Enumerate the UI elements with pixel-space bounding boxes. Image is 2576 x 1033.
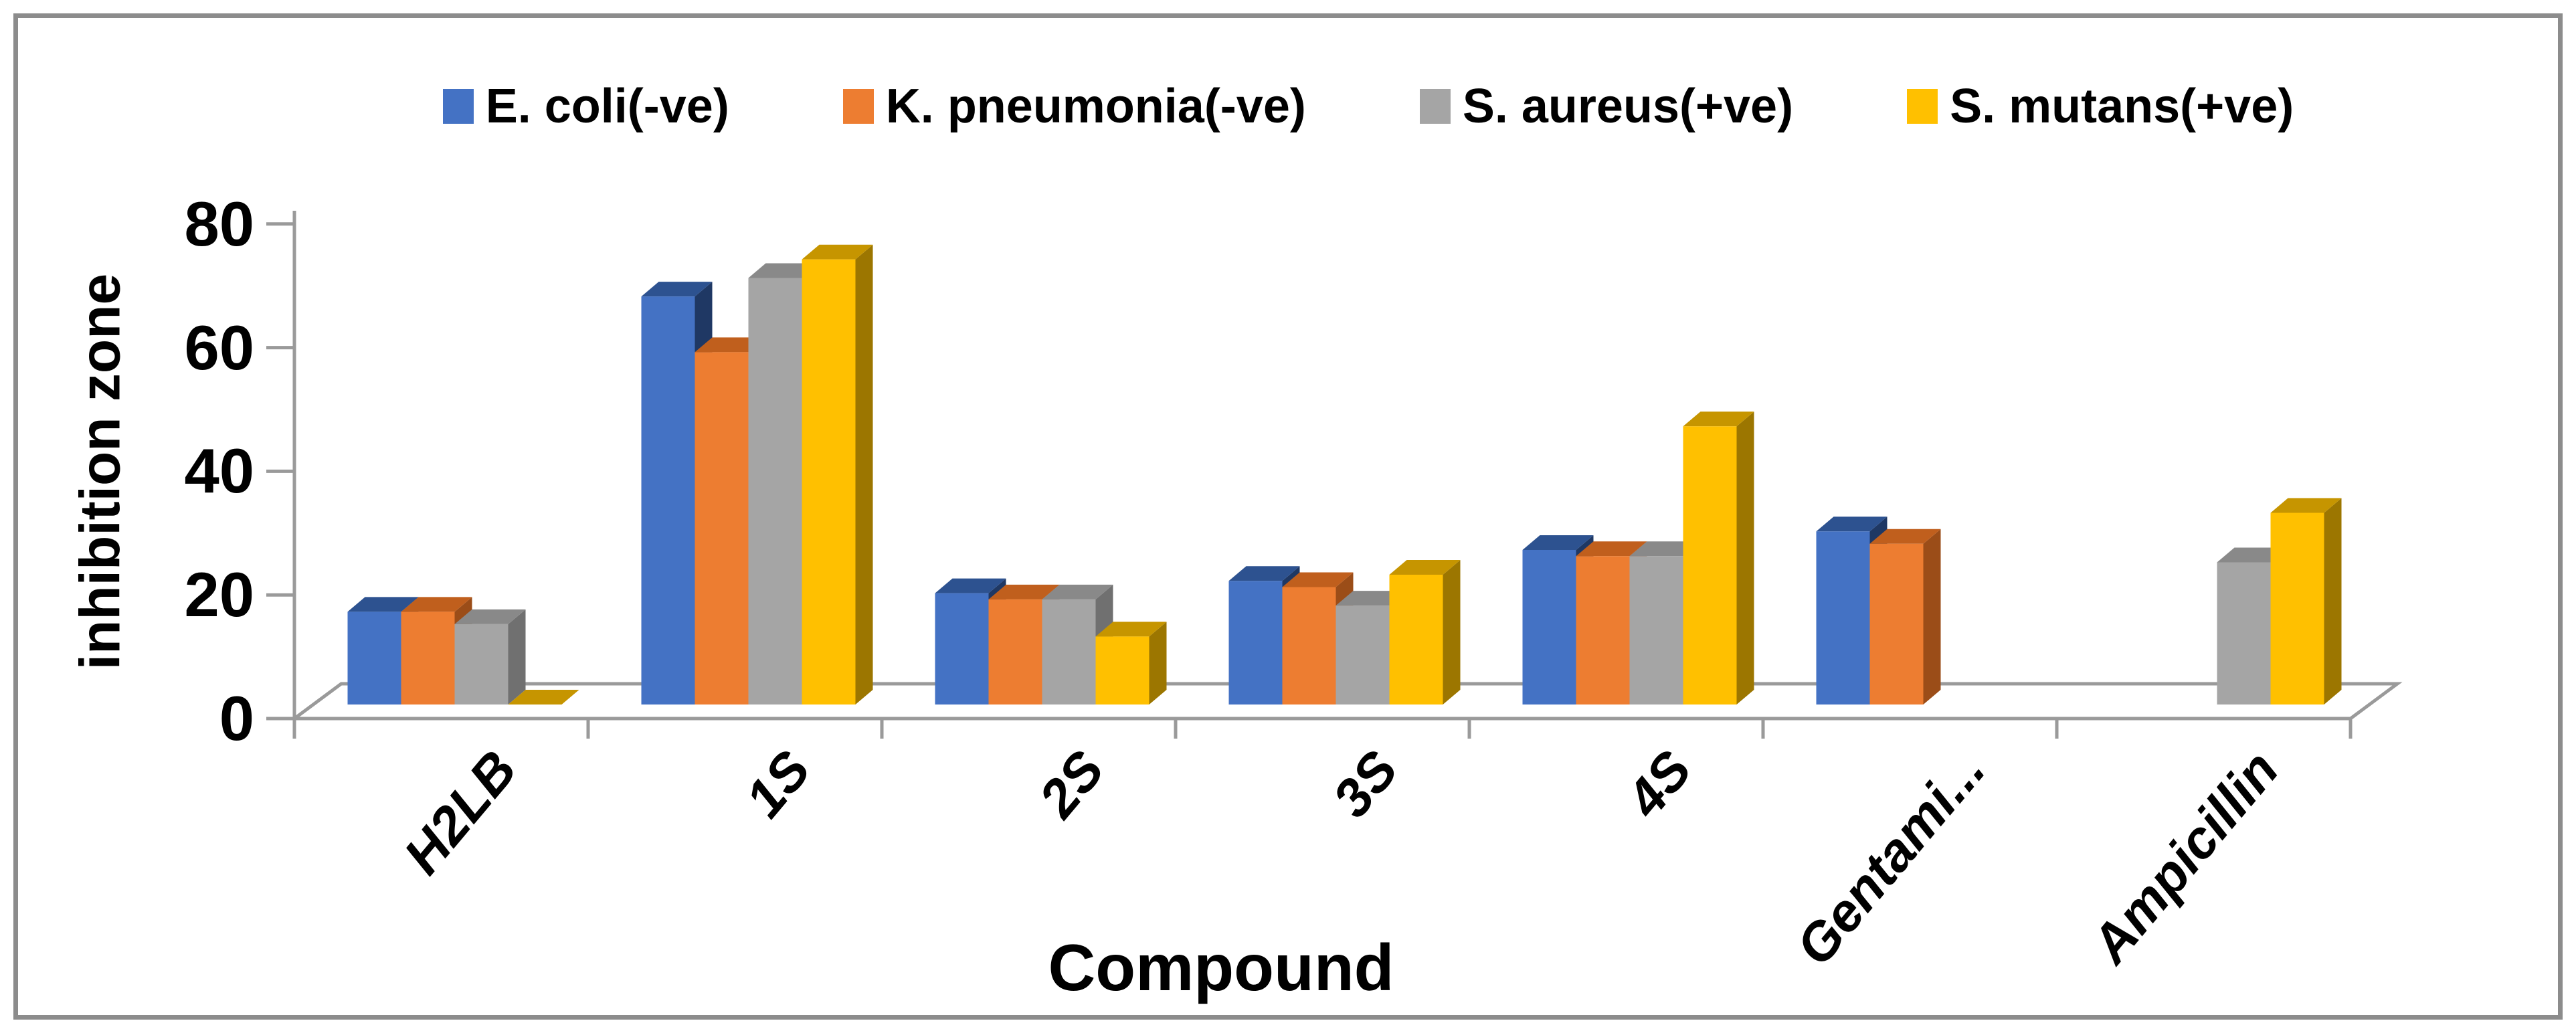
bar-front-face <box>802 259 856 705</box>
bar-top-face <box>347 597 419 612</box>
legend-label: K. pneumonia(-ve) <box>885 80 1306 133</box>
bar-Gentami...-series1 <box>1869 529 1941 705</box>
legend-label: S. mutans(+ve) <box>1950 80 2294 133</box>
legend-item-0: E. coli(-ve) <box>442 79 729 134</box>
bar-side-face <box>1149 622 1167 705</box>
figure-border <box>13 13 2563 1020</box>
bar-front-face <box>1816 531 1870 705</box>
bar-side-face <box>1443 559 1461 705</box>
bar-top-face <box>1228 566 1300 581</box>
bar-top-face <box>695 337 766 353</box>
bar-side-face <box>1736 411 1754 705</box>
y-tick-label: 60 <box>184 312 254 383</box>
y-tick-label: 40 <box>184 436 254 506</box>
bar-Ampicillin-series3 <box>2270 498 2342 705</box>
x-axis-title: Compound <box>1048 931 1394 1004</box>
bar-front-face <box>1576 556 1630 705</box>
bar-side-face <box>1923 529 1941 705</box>
bar-front-face <box>988 599 1042 705</box>
bar-front-face <box>1629 556 1683 705</box>
bar-side-face <box>508 609 526 705</box>
legend-swatch <box>1419 89 1451 124</box>
bar-top-face <box>1816 516 1888 532</box>
legend: E. coli(-ve) K. pneumonia(-ve) S. aureus(+… <box>0 79 2576 134</box>
bar-side-face <box>2324 498 2342 705</box>
bar-top-face <box>641 282 713 297</box>
bar-top-face <box>1095 622 1167 637</box>
bar-top-face <box>802 244 873 260</box>
bar-zero-pad <box>508 690 579 705</box>
bar-front-face <box>401 612 455 705</box>
bar-top-face <box>454 609 526 624</box>
bar-front-face <box>1095 636 1149 705</box>
bar-front-face <box>454 624 509 705</box>
legend-label: E. coli(-ve) <box>485 80 729 133</box>
bar-1S-series3 <box>802 244 873 705</box>
legend-swatch <box>842 89 874 124</box>
bar-front-face <box>1869 543 1924 705</box>
bar-front-face <box>1282 587 1336 705</box>
legend-item-1: K. pneumonia(-ve) <box>842 79 1306 134</box>
y-tick-label: 20 <box>184 559 254 630</box>
bar-top-face <box>1282 572 1354 587</box>
bar-front-face <box>1389 574 1443 705</box>
bar-H2LB-series3 <box>508 690 579 705</box>
bar-H2LB-series2 <box>454 609 526 705</box>
y-tick-label: 0 <box>219 683 254 753</box>
bar-top-face <box>1869 529 1941 544</box>
bar-top-face <box>1629 541 1701 557</box>
bar-top-face <box>748 263 820 278</box>
bar-4S-series3 <box>1683 411 1754 705</box>
bar-front-face <box>347 612 401 705</box>
bar-front-face <box>1683 426 1737 705</box>
bar-front-face <box>641 296 695 705</box>
legend-item-3: S. mutans(+ve) <box>1907 79 2294 134</box>
bar-top-face <box>1576 541 1647 557</box>
bar-top-face <box>1336 591 1407 606</box>
legend-swatch <box>1907 89 1938 124</box>
bar-top-face <box>2217 547 2288 563</box>
bar-top-face <box>1683 411 1754 427</box>
bar-front-face <box>1522 550 1576 705</box>
bar-top-face <box>935 578 1006 593</box>
bar-top-face <box>2270 498 2342 513</box>
legend-item-2: S. aureus(+ve) <box>1419 79 1794 134</box>
bar-top-face <box>1042 584 1113 599</box>
bar-front-face <box>695 352 749 705</box>
bar-top-face <box>1522 535 1594 550</box>
bar-front-face <box>1042 599 1096 705</box>
legend-swatch <box>442 89 474 124</box>
bar-top-face <box>401 597 472 612</box>
bar-front-face <box>748 278 802 705</box>
floor-plane <box>289 682 2403 721</box>
bar-side-face <box>855 244 873 705</box>
bar-3S-series3 <box>1389 559 1461 705</box>
bar-front-face <box>935 593 989 705</box>
legend-label: S. aureus(+ve) <box>1462 80 1794 133</box>
bar-top-face <box>1389 559 1461 575</box>
bar-top-face <box>988 584 1060 599</box>
bar-front-face <box>2217 562 2271 705</box>
bar-2S-series3 <box>1095 622 1167 705</box>
bar-front-face <box>2270 512 2324 705</box>
y-tick-label: 80 <box>184 188 254 259</box>
bar-front-face <box>1336 605 1390 705</box>
bar-front-face <box>1228 581 1283 705</box>
